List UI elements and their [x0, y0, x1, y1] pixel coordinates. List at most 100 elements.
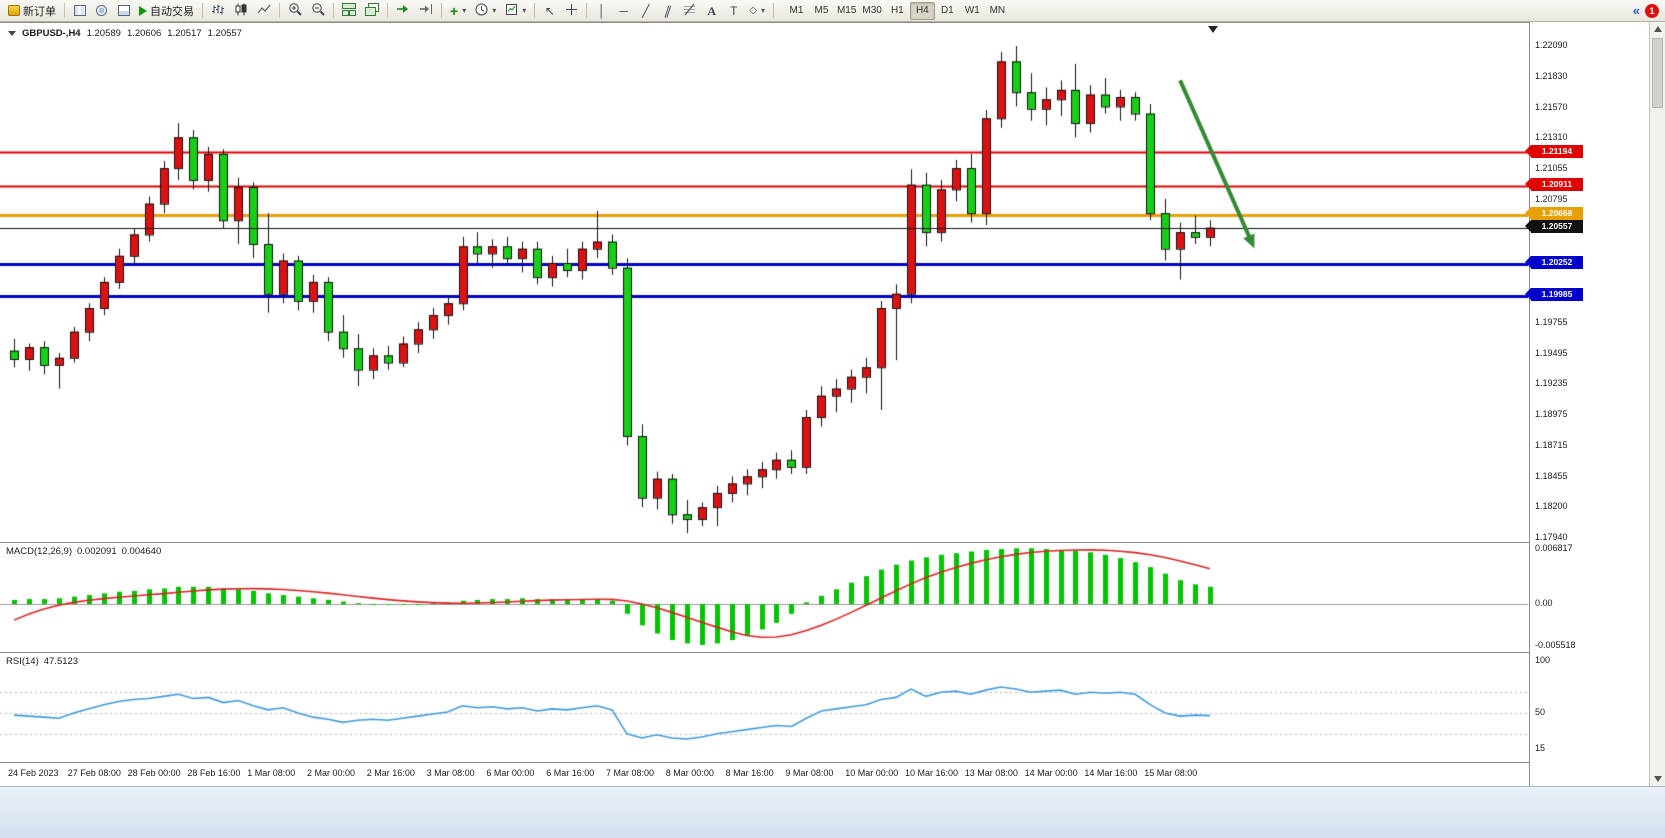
price-axis-label: 1.21310 [1535, 132, 1568, 143]
toolbar-separator [534, 3, 536, 18]
periods-dropdown-button[interactable]: ▾ [471, 1, 500, 21]
bar-chart-button[interactable] [207, 1, 229, 21]
level-price-tag[interactable]: 1.21194 [1525, 144, 1583, 158]
tile-windows-button[interactable] [338, 1, 360, 21]
time-axis-label: 28 Feb 00:00 [127, 768, 181, 778]
chart-shift-icon [419, 3, 433, 18]
indicators-button[interactable]: + ▾ [446, 1, 470, 21]
channel-button[interactable]: ∥ [657, 1, 678, 21]
price-axis-label: 1.21830 [1535, 70, 1568, 81]
price-tag-notch [1525, 220, 1531, 233]
time-axis-label: 2 Mar 16:00 [366, 768, 415, 778]
text-label-button[interactable]: T [723, 1, 744, 21]
scrollbar-thumb[interactable] [1652, 38, 1663, 108]
level-price-tag[interactable]: 1.19985 [1525, 288, 1583, 302]
market-watch-button[interactable] [69, 1, 90, 21]
main-toolbar: 新订单 自动交易 + ▾ ▾ ▾ ↖ │ ─ ╱ ∥ A T ◇ ▾ M1 M5 M15… [0, 0, 1665, 22]
channel-icon: ∥ [662, 3, 674, 18]
toolbar-separator [387, 3, 388, 18]
time-axis-label: 13 Mar 08:00 [964, 768, 1018, 778]
timeframe-button-m15[interactable]: M15 [834, 2, 859, 20]
timeframe-button-mn[interactable]: MN [985, 2, 1010, 20]
open-value: 1.20589 [86, 28, 121, 39]
main-chart-canvas[interactable] [0, 23, 1528, 542]
auto-trading-button[interactable]: 自动交易 [135, 1, 198, 21]
auto-scroll-button[interactable] [392, 1, 414, 21]
new-order-label: 新订单 [23, 5, 56, 18]
timeframe-button-w1[interactable]: W1 [960, 2, 985, 20]
navigator-button[interactable] [91, 1, 112, 21]
symbol-dropdown-icon[interactable] [8, 31, 16, 36]
rsi-value: 47.5123 [43, 656, 79, 667]
zoom-in-button[interactable] [284, 1, 306, 21]
macd-panel: MACD(12,26,9) 0.002091 0.004640 [0, 542, 1529, 652]
timeframe-button-h1[interactable]: H1 [885, 2, 910, 20]
time-axis-label: 15 Mar 08:00 [1144, 768, 1198, 778]
line-chart-button[interactable] [253, 1, 275, 21]
indicators-plus-icon: + [450, 2, 459, 19]
scroll-up-icon[interactable] [1654, 26, 1662, 32]
high-value: 1.20606 [126, 28, 162, 39]
fibonacci-icon [683, 3, 696, 19]
level-price-tag[interactable]: 1.20911 [1525, 178, 1583, 192]
tile-windows-icon [342, 2, 356, 19]
rsi-panel: RSI(14) 47.5123 [0, 652, 1529, 762]
current-price-tag[interactable]: 1.20557 [1525, 220, 1583, 234]
vertical-line-button[interactable]: │ [591, 1, 612, 21]
macd-canvas[interactable] [0, 543, 1528, 652]
text-button[interactable]: A [701, 1, 722, 21]
crosshair-button[interactable] [561, 1, 582, 21]
text-label-icon: T [730, 3, 738, 18]
bottom-spacer [0, 786, 1665, 838]
time-axis-label: 14 Mar 00:00 [1024, 768, 1078, 778]
macd-axis-label: -0.005518 [1535, 640, 1576, 650]
time-axis-label: 7 Mar 08:00 [606, 768, 655, 778]
toolbar-overflow-icon[interactable]: « [1632, 3, 1640, 18]
timeframe-button-h4[interactable]: H4 [909, 1, 935, 20]
new-order-icon [8, 5, 20, 16]
arrows-dropdown-button[interactable]: ◇ ▾ [745, 1, 769, 21]
terminal-button[interactable] [113, 1, 134, 21]
scroll-down-icon[interactable] [1654, 776, 1662, 782]
time-axis[interactable]: 24 Feb 2023 27 Feb 08:00 28 Feb 00:00 28 Fe… [0, 762, 1529, 786]
toolbar-separator [64, 3, 65, 18]
macd-signal-value: 0.004640 [121, 546, 162, 557]
fibonacci-button[interactable] [679, 1, 700, 21]
close-value: 1.20557 [207, 28, 242, 39]
vertical-scrollbar[interactable] [1649, 22, 1665, 786]
chart-shift-button[interactable] [415, 1, 437, 21]
timeframe-button-m1[interactable]: M1 [784, 2, 809, 20]
zoom-out-icon [311, 2, 325, 19]
level-price-tag[interactable]: 1.20252 [1525, 256, 1583, 270]
horizontal-line-button[interactable]: ─ [613, 1, 634, 21]
cursor-button[interactable]: ↖ [539, 1, 560, 21]
price-tag-notch [1525, 178, 1531, 191]
notification-badge[interactable]: 1 [1645, 3, 1659, 18]
timeframe-button-m5[interactable]: M5 [809, 2, 834, 20]
timeframe-button-m30[interactable]: M30 [859, 2, 884, 20]
price-axis-label: 1.21055 [1535, 162, 1568, 173]
price-tag-notch [1525, 207, 1531, 220]
toolbar-separator [202, 3, 203, 18]
price-axis-label: 1.18715 [1535, 440, 1568, 451]
candlestick-chart-button[interactable] [230, 1, 252, 21]
new-order-button[interactable]: 新订单 [4, 1, 60, 21]
rsi-canvas[interactable] [0, 653, 1528, 762]
cascade-windows-button[interactable] [361, 1, 383, 21]
rsi-axis-label: 100 [1535, 655, 1551, 665]
level-price-tag[interactable]: 1.20668 [1525, 207, 1583, 221]
timeframe-button-d1[interactable]: D1 [935, 2, 960, 20]
trendline-button[interactable]: ╱ [635, 1, 656, 21]
template-icon [505, 3, 518, 19]
price-axis-label: 1.18455 [1535, 470, 1568, 481]
macd-name: MACD(12,26,9) [6, 546, 72, 557]
price-axis-label: 1.20795 [1535, 193, 1568, 204]
low-value: 1.20517 [167, 28, 202, 39]
zoom-out-button[interactable] [307, 1, 329, 21]
time-axis-label: 27 Feb 08:00 [67, 768, 121, 778]
chart-shift-marker[interactable] [1208, 26, 1218, 33]
templates-button[interactable]: ▾ [501, 1, 530, 21]
horizontal-line-icon: ─ [619, 3, 628, 18]
price-axis-label: 1.19755 [1535, 316, 1568, 327]
